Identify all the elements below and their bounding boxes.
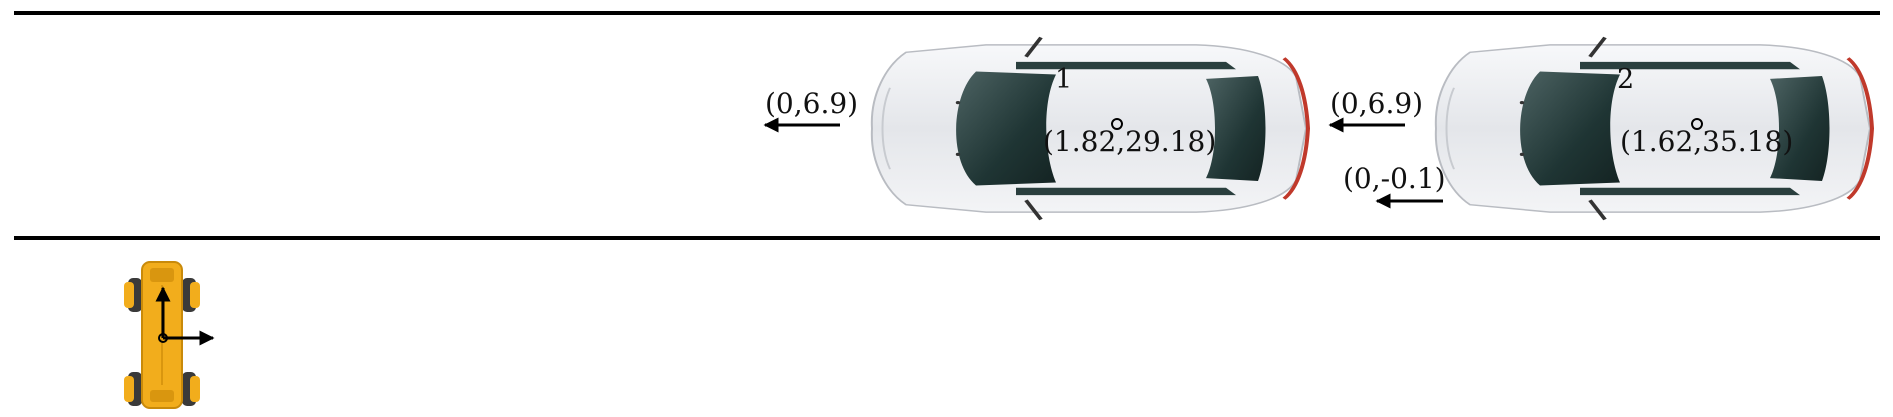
car-2-position-label: (1.62,35.18) [1620, 125, 1793, 158]
car-2-velocity-label: (0,6.9) [1330, 87, 1423, 120]
car-2-acceleration-label: (0,-0.1) [1343, 162, 1446, 195]
car-1-position-label: (1.82,29.18) [1043, 125, 1216, 158]
car-1-id-label: 1 [1055, 64, 1072, 95]
car-2-center-marker [1691, 118, 1703, 130]
car-1-center-marker [1111, 118, 1123, 130]
car-2-id-label: 2 [1617, 64, 1634, 95]
car-1-velocity-label: (0,6.9) [765, 87, 858, 120]
robot-origin-marker [158, 333, 168, 343]
